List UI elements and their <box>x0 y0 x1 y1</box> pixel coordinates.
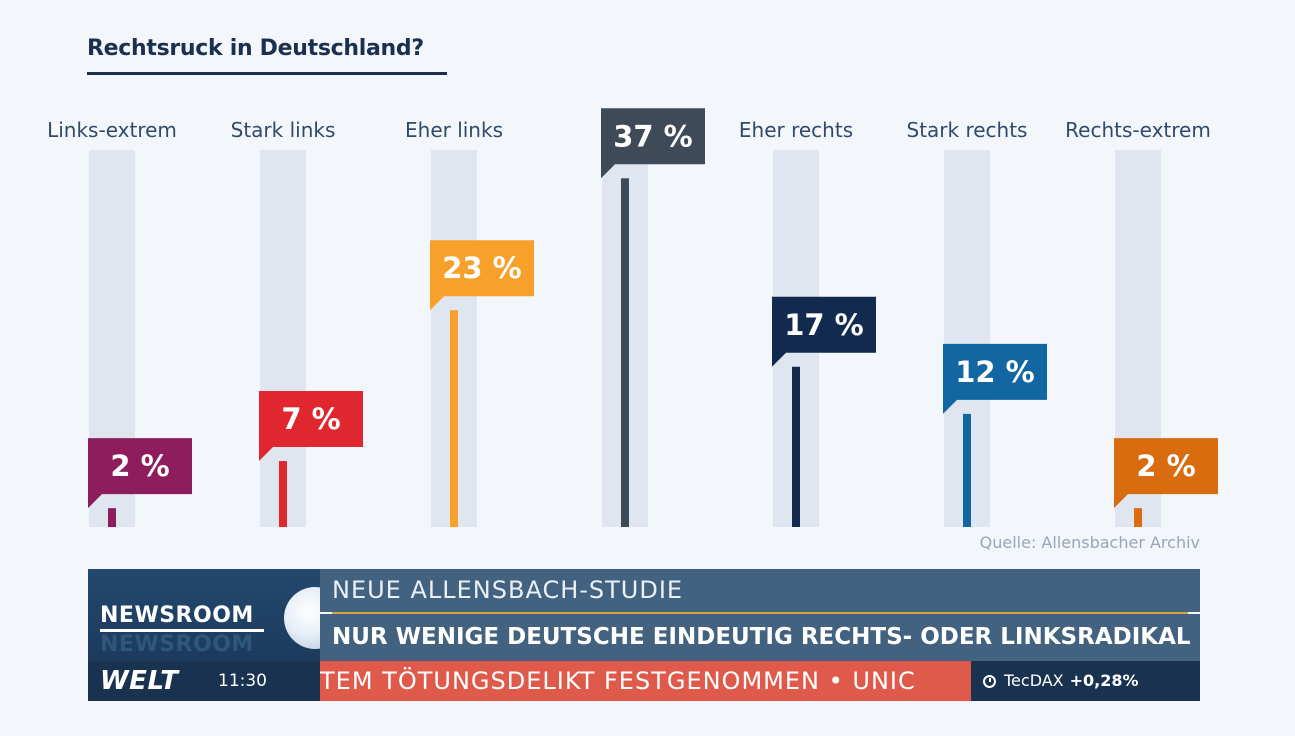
market-index: TecDAX +0,28% <box>971 661 1200 701</box>
newsroom-label: NEWSROOM <box>100 603 254 628</box>
value-label: 17 % <box>784 308 864 342</box>
value-flag <box>601 108 705 179</box>
market-name: TecDAX <box>1004 671 1064 690</box>
bar <box>108 508 116 527</box>
value-label: 12 % <box>955 355 1035 389</box>
bar <box>1134 508 1142 527</box>
value-flag <box>88 438 192 509</box>
category-label: Links-extrem <box>47 118 177 142</box>
bar <box>792 366 800 527</box>
news-ticker: NEWSROOM NEWSROOM NEUE ALLENSBACH-STUDIE… <box>88 569 1200 701</box>
category-label: Stark rechts <box>907 118 1028 142</box>
bar <box>963 413 971 527</box>
newsroom-reflection: NEWSROOM <box>100 632 254 657</box>
brand-underline <box>100 629 264 632</box>
bar <box>621 178 629 527</box>
category-label: Stark links <box>231 118 336 142</box>
chart-title: Rechtsruck in Deutschland? <box>87 36 424 61</box>
ticker-headline: NUR WENIGE DEUTSCHE EINDEUTIG RECHTS- OD… <box>320 614 1200 661</box>
ticker-divider <box>332 612 1188 614</box>
source-note: Quelle: Allensbacher Archiv <box>979 533 1200 552</box>
bar <box>450 310 458 527</box>
value-flag <box>943 343 1047 414</box>
bar-chart: Links-extrem 2 % Stark links 7 % Eher links 2… <box>47 108 1218 527</box>
bar <box>279 461 287 527</box>
ticker-bottom-bar: WELT 11:30 TEM TÖTUNGSDELIKT FESTGENOMME… <box>88 661 1200 701</box>
market-value: +0,28% <box>1069 671 1139 690</box>
value-label: 2 % <box>110 449 169 483</box>
category-label: Eher links <box>405 118 503 142</box>
value-flag <box>772 296 876 367</box>
clock-time: 11:30 <box>218 671 267 691</box>
globe-graphic <box>284 587 320 649</box>
value-label: 2 % <box>1136 449 1195 483</box>
category-label: Rechts-extrem <box>1065 118 1211 142</box>
value-flag <box>259 391 363 462</box>
ticker-kicker: NEUE ALLENSBACH-STUDIE <box>320 569 1200 612</box>
category-label: Eher rechts <box>739 118 853 142</box>
newsroom-brand: NEWSROOM NEWSROOM <box>88 569 320 661</box>
value-flag <box>1114 438 1218 509</box>
welt-logo: WELT <box>100 666 179 696</box>
title-underline <box>87 72 447 75</box>
value-flag <box>430 240 534 311</box>
clock-icon <box>983 675 996 688</box>
value-label: 23 % <box>442 251 522 285</box>
value-label: 37 % <box>613 119 693 153</box>
value-label: 7 % <box>281 402 340 436</box>
breaking-news-crawl: TEM TÖTUNGSDELIKT FESTGENOMMEN • UNIC <box>320 661 971 701</box>
